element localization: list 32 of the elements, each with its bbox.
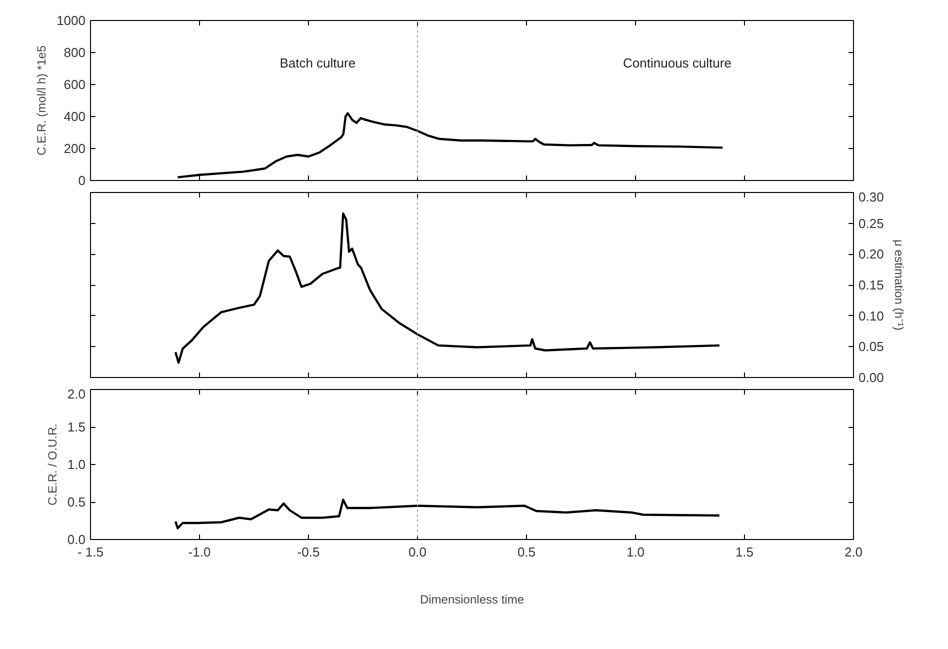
y2-tick-label: 0.30	[858, 190, 884, 204]
y2-tick-label: 0.10	[858, 308, 884, 324]
x-tick-label: -1.0	[188, 544, 211, 560]
x-tick-label: 1.0	[626, 544, 645, 560]
y-tick-label: 800	[64, 45, 86, 60]
y-tick-label: 200	[64, 141, 86, 156]
x-tick-label: 1.5	[735, 544, 754, 560]
y-tick-label: 1.5	[67, 420, 86, 434]
x-axis-title: Dimensionless time	[420, 592, 524, 606]
y-tick-label: 0.0	[67, 532, 86, 547]
y2-tick-label: 0.20	[858, 246, 884, 262]
y-tick-label: 400	[64, 109, 86, 124]
y-tick-label: 0.5	[67, 494, 86, 510]
x-tick-label: 2.0	[844, 544, 863, 560]
x-tick-label: 0.0	[408, 544, 427, 560]
y-axis-title: C.E.R. / O.U.R.	[45, 423, 60, 506]
y-axis-title: C.E.R. (mol/l h) *1e5	[34, 45, 49, 156]
y2-tick-label: 0.25	[858, 216, 884, 231]
y2-tick-label: 0.05	[858, 339, 884, 354]
annotation: Continuous culture	[623, 56, 732, 70]
y-tick-label: 0	[78, 173, 86, 188]
annotation: Batch culture	[280, 56, 356, 70]
y2-axis-title: μ estimation (h⁻¹)	[892, 240, 906, 330]
y-tick-label: 1000	[56, 13, 86, 28]
x-tick-label: - 1.5	[77, 544, 104, 560]
y-tick-label: 1.0	[67, 457, 86, 472]
y2-tick-label: 0.00	[858, 370, 884, 385]
y-tick-label: 2.0	[67, 386, 86, 402]
x-tick-label: -0.5	[297, 544, 320, 560]
y-tick-label: 600	[64, 77, 86, 92]
x-tick-label: 0.5	[517, 544, 536, 560]
y2-tick-label: 0.15	[858, 278, 884, 292]
